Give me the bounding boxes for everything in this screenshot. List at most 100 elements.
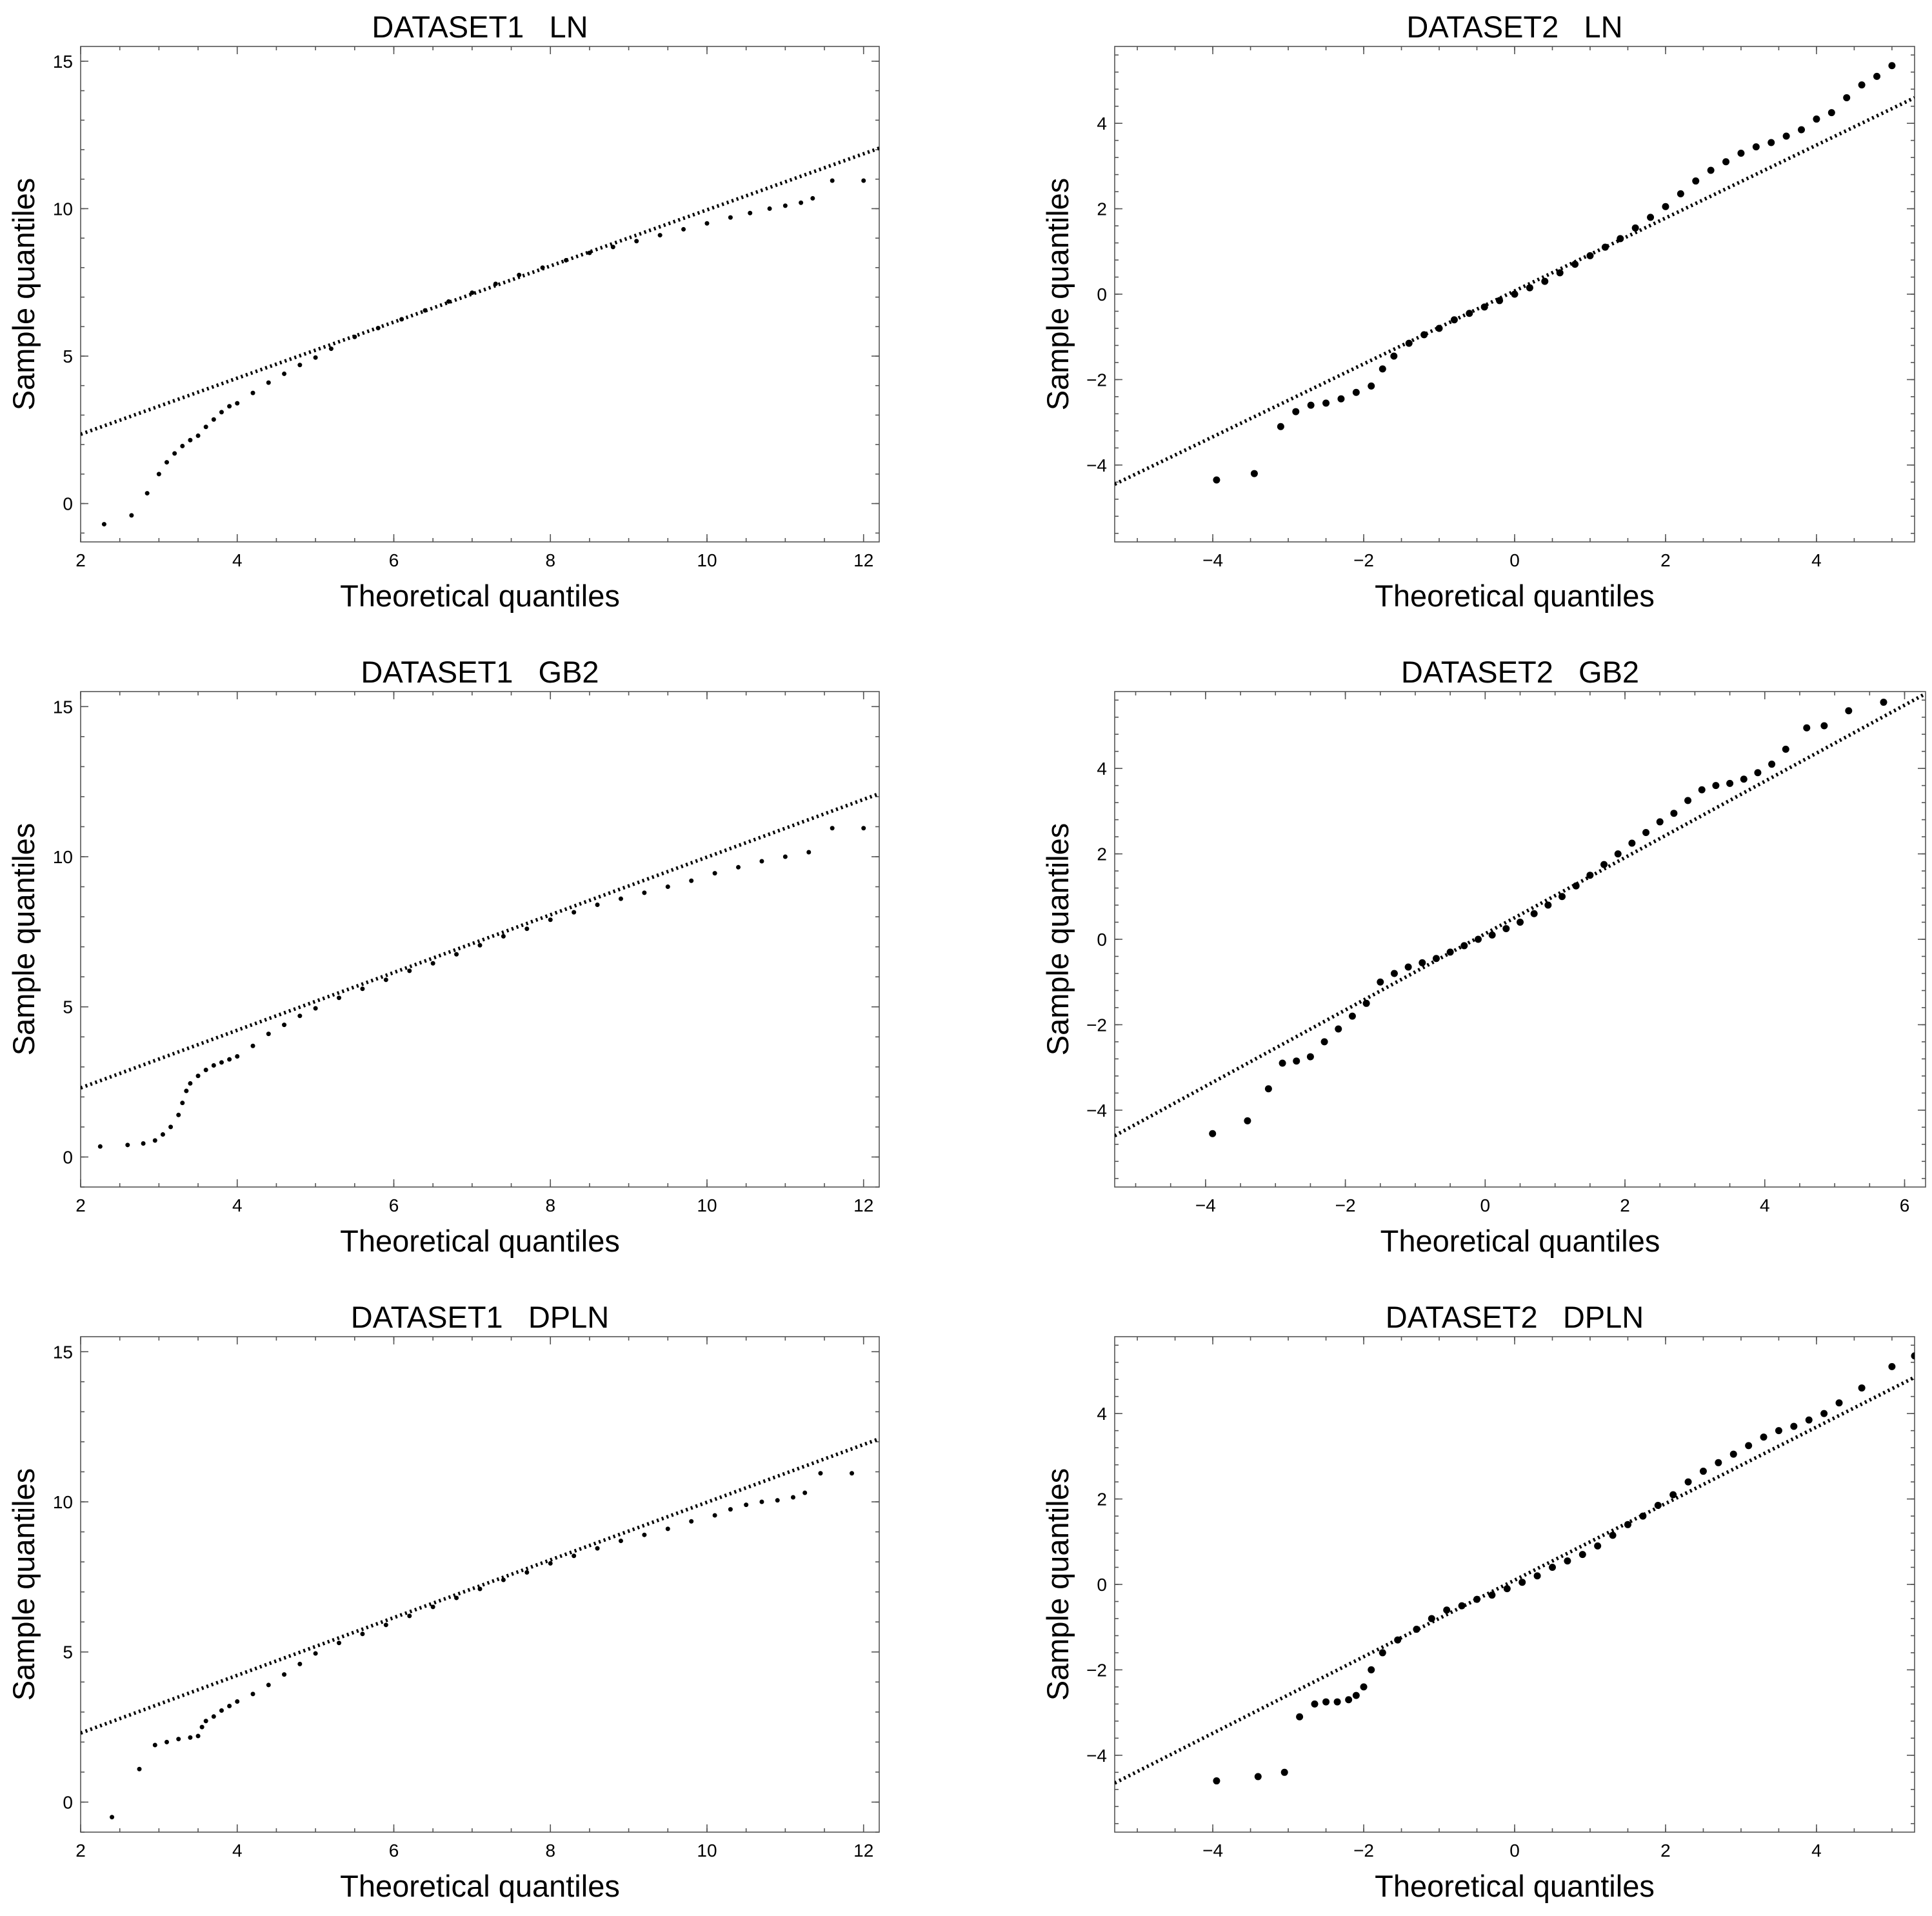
sample-points	[1209, 699, 1887, 1137]
x-tick-label: 10	[697, 550, 717, 570]
sample-points	[97, 826, 866, 1149]
sample-point	[595, 902, 600, 907]
sample-point	[728, 1507, 733, 1512]
sample-point	[1519, 1579, 1526, 1586]
sample-point	[744, 1502, 749, 1508]
y-tick-label: 10	[53, 199, 73, 219]
sample-point	[1209, 1130, 1217, 1137]
qq-panel-3: 2 4 6 8 10 12 0 5 10 15 DATASET1 GB2 Theoretical qu…	[6, 655, 880, 1258]
sample-point	[830, 178, 835, 183]
sample-point	[1805, 1416, 1813, 1424]
sample-point	[1280, 1768, 1288, 1776]
sample-point	[802, 1490, 808, 1495]
y-tick-label: 15	[53, 52, 73, 72]
sample-point	[830, 826, 835, 831]
sample-point	[360, 986, 365, 992]
sample-point	[1480, 303, 1488, 311]
sample-point	[1782, 132, 1790, 140]
sample-point	[399, 317, 404, 322]
sample-points	[110, 1471, 855, 1820]
sample-point	[199, 1724, 204, 1730]
reference-line	[81, 146, 879, 436]
sample-point	[156, 472, 161, 477]
sample-point	[313, 1006, 318, 1011]
y-axis-label: Sample quantiles	[1041, 1468, 1075, 1701]
sample-point	[1712, 782, 1720, 790]
y-tick-label: 5	[63, 346, 73, 366]
sample-point	[1419, 959, 1426, 966]
sample-point	[1617, 235, 1624, 243]
sample-point	[1768, 139, 1775, 146]
y-tick-label: −4	[1086, 1746, 1107, 1766]
sample-point	[1443, 1606, 1451, 1614]
sample-point	[861, 178, 866, 183]
sample-points	[101, 178, 866, 527]
sample-point	[1578, 1551, 1586, 1559]
sample-point	[1754, 769, 1762, 777]
sample-point	[1306, 1053, 1314, 1061]
sample-point	[1337, 395, 1345, 403]
sample-point	[618, 1539, 623, 1544]
sample-point	[219, 410, 224, 415]
sample-point	[282, 1023, 287, 1028]
y-tick-label: 4	[1097, 1404, 1107, 1424]
sample-point	[1600, 861, 1608, 868]
sample-point	[712, 871, 717, 876]
sample-point	[1335, 1025, 1342, 1033]
sample-point	[1803, 724, 1811, 732]
sample-point	[383, 1622, 388, 1628]
sample-point	[1526, 284, 1533, 292]
x-tick-label: 8	[545, 1841, 555, 1861]
x-axis-label: Theoretical quantiles	[1375, 1869, 1655, 1903]
y-axis-label: Sample quantiles	[6, 178, 41, 411]
sample-point	[1322, 1698, 1330, 1706]
sample-point	[297, 1013, 303, 1019]
sample-point	[1379, 365, 1386, 373]
sample-point	[1254, 1773, 1262, 1781]
sample-point	[642, 890, 647, 895]
sample-point	[1722, 158, 1730, 166]
sample-point	[564, 257, 569, 263]
sample-point	[1601, 243, 1609, 251]
sample-point	[227, 1704, 232, 1709]
sample-point	[176, 1737, 181, 1742]
sample-point	[1446, 948, 1454, 956]
sample-points	[1213, 1352, 1915, 1785]
sample-point	[1835, 1399, 1843, 1407]
sample-point	[1684, 1478, 1692, 1486]
reference-line	[1115, 1375, 1915, 1785]
y-tick-label: 0	[1097, 930, 1107, 950]
sample-point	[477, 1586, 483, 1592]
sample-point	[1614, 850, 1622, 858]
qq-panel-2: −4 −2 0 2 4 −4 −2 0 2 4 DATASET2 LN Theoretical qua…	[1041, 10, 1915, 613]
sample-point	[337, 995, 342, 1001]
sample-point	[125, 1143, 130, 1148]
sample-point	[110, 1815, 115, 1820]
sample-point	[681, 226, 686, 232]
sample-point	[1322, 399, 1330, 407]
y-tick-label: 10	[53, 1492, 73, 1512]
y-tick-label: 2	[1097, 199, 1107, 219]
sample-point	[1873, 72, 1881, 80]
sample-point	[477, 943, 483, 948]
sample-point	[1348, 1012, 1356, 1020]
panel-title: DATASET2 GB2	[1401, 655, 1639, 689]
sample-point	[1820, 1410, 1828, 1417]
sample-point	[1571, 261, 1579, 268]
sample-point	[1698, 786, 1706, 793]
sample-point	[850, 1471, 855, 1476]
sample-point	[1517, 919, 1524, 926]
y-tick-label: 10	[53, 847, 73, 867]
sample-point	[1377, 978, 1384, 986]
sample-point	[176, 1112, 181, 1117]
sample-point	[1450, 316, 1458, 324]
sample-point	[1352, 388, 1360, 396]
y-tick-label: 15	[53, 697, 73, 717]
sample-point	[1474, 935, 1482, 943]
sample-point	[1760, 1433, 1768, 1441]
sample-point	[235, 401, 240, 406]
sample-point	[188, 1735, 193, 1740]
sample-point	[1460, 942, 1468, 950]
sample-point	[790, 1495, 795, 1500]
sample-point	[689, 1519, 694, 1524]
